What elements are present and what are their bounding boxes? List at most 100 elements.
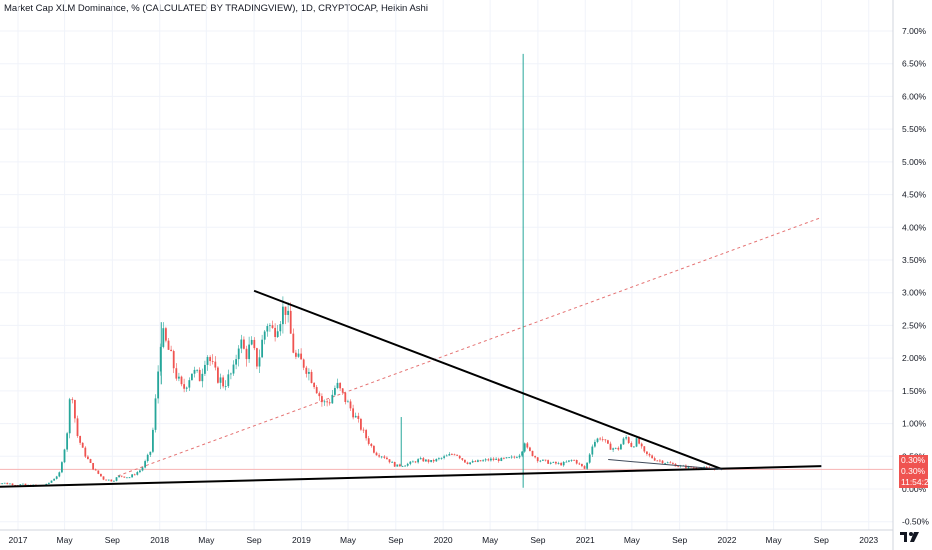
candle-body bbox=[661, 460, 664, 464]
candle-body bbox=[310, 371, 313, 383]
x-tick-label: 2022 bbox=[718, 535, 737, 545]
candle-body bbox=[175, 368, 178, 379]
candle-body bbox=[84, 447, 87, 457]
candle-body bbox=[334, 388, 336, 395]
candle-body bbox=[607, 440, 609, 444]
candle-body bbox=[596, 438, 599, 442]
candle-body bbox=[435, 458, 438, 462]
candle-body bbox=[365, 430, 368, 439]
candle-body bbox=[328, 402, 331, 404]
y-tick-label: 5.00% bbox=[902, 157, 927, 167]
candle-body bbox=[152, 429, 154, 452]
projection-lines bbox=[117, 217, 822, 477]
candle-body bbox=[276, 331, 279, 338]
candle-body bbox=[432, 460, 435, 462]
candle-body bbox=[321, 396, 323, 403]
x-tick-label: 2019 bbox=[292, 535, 311, 545]
candle-body bbox=[656, 460, 659, 462]
candle-body bbox=[81, 442, 84, 448]
candle-body bbox=[206, 357, 209, 365]
y-tick-label: -0.50% bbox=[902, 517, 929, 527]
candle-body bbox=[297, 353, 300, 357]
candle-body bbox=[599, 438, 602, 440]
x-tick-label: 2023 bbox=[859, 535, 878, 545]
candle-body bbox=[128, 477, 131, 479]
trendline bbox=[0, 465, 822, 488]
candle-body bbox=[107, 479, 110, 481]
candle-body bbox=[230, 373, 232, 375]
candle-body bbox=[560, 463, 563, 466]
y-tick-label: 1.00% bbox=[902, 419, 927, 429]
candle-body bbox=[510, 456, 513, 458]
candle-body bbox=[414, 461, 417, 463]
candle-body bbox=[482, 460, 485, 462]
candle-body bbox=[555, 461, 557, 464]
x-tick-label: Sep bbox=[672, 535, 687, 545]
candle-body bbox=[214, 361, 217, 368]
y-tick-label: 4.50% bbox=[902, 190, 927, 200]
candle-body bbox=[115, 477, 118, 481]
candle-body bbox=[646, 451, 648, 454]
candle-body bbox=[61, 462, 63, 473]
candle-body bbox=[113, 480, 115, 482]
candle-body bbox=[193, 369, 196, 374]
candle-body bbox=[120, 475, 123, 477]
candle-body bbox=[360, 418, 362, 430]
y-tick-label: 3.00% bbox=[902, 288, 927, 298]
candle-body bbox=[191, 373, 193, 381]
candle-body bbox=[141, 467, 144, 471]
candle-body bbox=[378, 455, 381, 457]
candle-body bbox=[617, 447, 620, 450]
candle-body bbox=[24, 483, 27, 486]
candle-body bbox=[266, 326, 269, 332]
x-tick-label: May bbox=[340, 535, 357, 545]
y-tick-label: 7.00% bbox=[902, 26, 927, 36]
candle-body bbox=[292, 333, 295, 353]
candle-body bbox=[588, 454, 591, 463]
candle-body bbox=[211, 361, 214, 362]
candle-body bbox=[157, 371, 160, 399]
candle-body bbox=[578, 463, 581, 465]
candle-body bbox=[287, 310, 290, 315]
projection-trendline bbox=[117, 217, 822, 477]
candle-body bbox=[425, 459, 427, 462]
x-tick-label: 2021 bbox=[576, 535, 595, 545]
candle-body bbox=[648, 453, 651, 456]
candle-body bbox=[534, 456, 537, 458]
tradingview-logo-icon[interactable] bbox=[898, 528, 926, 546]
candle-body bbox=[625, 437, 628, 439]
candle-body bbox=[167, 340, 170, 350]
candle-body bbox=[339, 382, 342, 389]
candle-body bbox=[461, 458, 464, 460]
candle-body bbox=[640, 443, 643, 447]
candle-body bbox=[513, 456, 516, 458]
candle-body bbox=[508, 457, 511, 459]
candle-body bbox=[399, 464, 401, 467]
minor-trendline bbox=[608, 459, 723, 470]
candle-body bbox=[315, 387, 318, 394]
last-price-tag: 0.30% bbox=[899, 455, 928, 466]
candle-body bbox=[126, 477, 128, 479]
candle-body bbox=[531, 450, 534, 457]
candle-body bbox=[591, 446, 594, 455]
candle-body bbox=[633, 446, 635, 448]
candle-body bbox=[526, 443, 529, 448]
candle-body bbox=[232, 364, 235, 374]
candle-body bbox=[289, 310, 292, 334]
candle-body bbox=[544, 459, 547, 461]
y-tick-label: 4.00% bbox=[902, 222, 927, 232]
chart-title: Market Cap XLM Dominance, % (CALCULATED … bbox=[4, 3, 428, 14]
candle-body bbox=[630, 442, 633, 447]
candle-body bbox=[487, 459, 490, 461]
candle-body bbox=[443, 456, 446, 458]
candle-body bbox=[48, 482, 50, 484]
candle-body bbox=[237, 348, 240, 360]
candle-body bbox=[149, 451, 152, 455]
candle-body bbox=[391, 461, 394, 463]
candle-body bbox=[669, 462, 672, 464]
y-tick-label: 6.00% bbox=[902, 91, 927, 101]
candle-body bbox=[412, 461, 414, 463]
candle-body bbox=[352, 408, 355, 418]
candle-body bbox=[638, 438, 641, 444]
